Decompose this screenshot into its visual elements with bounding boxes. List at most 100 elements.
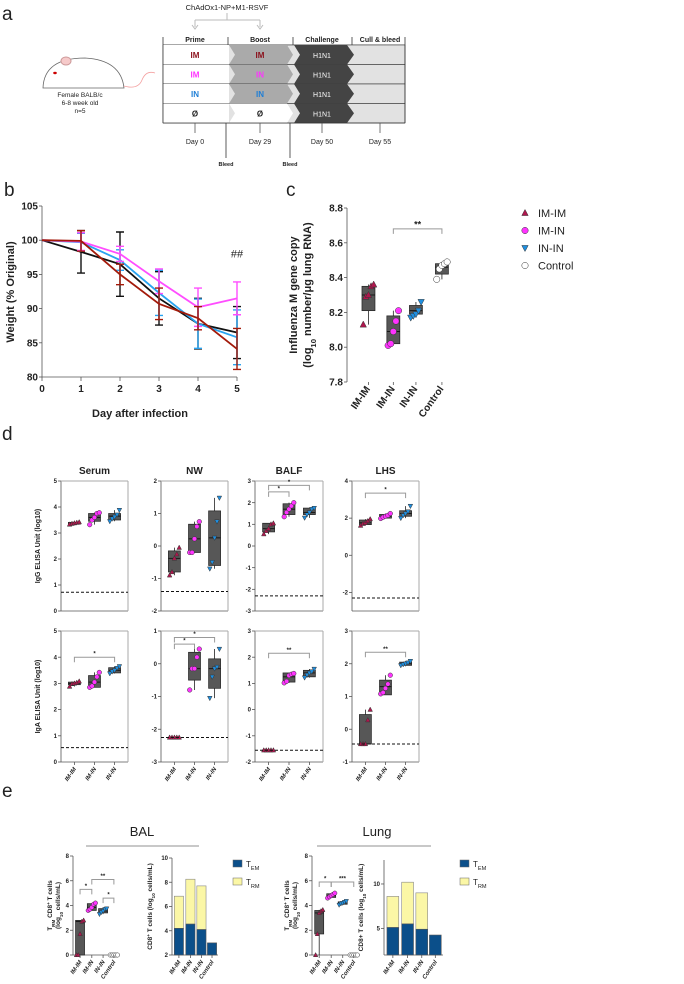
significance-bracket: * [102,893,115,904]
significance-label: * [288,480,291,486]
data-point [417,299,425,307]
y-tick-label: 85 [27,338,39,349]
bracket [73,656,116,663]
text-part: RM [478,884,487,890]
mouse-ear [60,56,72,66]
text-part: (log [55,917,62,929]
y-tick-label: 6 [305,879,309,885]
y-tick-label: 1 [154,629,158,635]
error-bar [116,245,124,263]
y-tick-label: 0 [248,708,252,714]
bracket [268,484,310,491]
error-bar [116,263,124,286]
data-point [407,659,414,665]
x-tick-label: IN-IN [105,766,118,781]
y-tick-label: 2 [345,516,349,522]
x-tick-label: IN-IN [396,766,409,781]
data-point [405,509,411,515]
box-IN-IN [107,508,123,525]
prime-route: IM [191,70,200,79]
y-tick-label: 4 [66,904,70,910]
text-part: EM [251,866,260,872]
y-tick-label: 95 [27,270,39,281]
x-tick-label: IM-IM [169,959,183,976]
box-IN-IN [398,659,414,669]
data-point [359,320,367,328]
legend-item: TRM [459,877,487,890]
bar-trm [185,878,196,925]
text-part: T [246,878,251,887]
bracket [318,881,332,887]
y-tick-label: 1 [248,682,252,688]
text-part: number/μg lung RNA) [302,222,314,339]
y-tick-label: 4 [54,505,58,511]
y-tick-label: 6 [165,905,169,911]
mouse-icon [42,56,156,89]
line [41,239,238,309]
x-tick-label: IM-IN [398,959,412,975]
data-point [214,519,220,525]
significance-bracket: * [79,884,93,895]
bracket [79,888,93,895]
panel-label-d: d [2,424,13,445]
data-point [387,510,393,517]
series-line [41,232,241,366]
data-point [304,672,310,679]
text-part: + [146,934,151,937]
subplot-title: Serum [79,466,110,477]
day-label: Day 55 [369,139,391,146]
y-tick-label: 4 [54,655,58,661]
text-part: CD8 [147,936,154,949]
data-point [214,664,220,671]
y-tick-label: -1 [343,760,349,766]
arrow-icon [191,24,264,30]
box-IM-IN [378,672,393,697]
data-point [521,245,529,253]
data-point [216,646,223,653]
panel-d-iga-nw: -3 -2 -1 0 1 * * IM-IM IM-IN IN-IN [152,629,229,783]
bracket [330,881,355,887]
text-part: T cells [47,880,54,902]
prime-cell [163,103,229,123]
data-point [380,690,386,696]
data-point [443,258,451,266]
significance-label: *** [339,876,347,882]
significance-bracket: * [73,652,116,663]
stacked-bar [185,878,196,956]
stacked-bar [386,896,400,956]
data-point [176,544,182,550]
data-point [194,523,200,530]
panel-b-weight-chart: 80 85 90 95 100 105 0 1 2 3 4 5 ## Day after infectio… [5,202,244,421]
panel-d-igg-serum: 0 1 2 3 4 5 Serum IgG ELISA Unit (log10) [35,466,129,615]
data-point [166,572,173,578]
text-part: 10 [309,339,318,348]
box-IN-IN [398,503,414,522]
series-line [41,229,241,360]
stacked-bar [207,942,217,956]
legend-item: TEM [459,859,487,872]
data-point [389,328,397,335]
data-point [400,513,406,519]
text-part: CD8 [47,905,54,920]
y-tick-label: 0 [66,953,70,959]
challenge-strain: H1N1 [313,53,331,60]
data-point [312,952,319,958]
box-IM-IM [66,519,82,527]
mouse-body [42,57,125,89]
box-IM-IM [312,906,326,958]
phase-header: Challenge [305,37,339,44]
boost-route: IN [256,90,264,99]
x-tick-label: IM-IN [375,384,398,410]
y-tick-label: 5 [54,479,58,485]
error-bar [155,287,163,321]
y-tick-label: 6 [66,879,70,885]
legend-label: IM-IM [538,208,566,220]
x-tick-label: IM-IN [85,766,99,782]
box-IM-IN [87,669,102,690]
series-line [41,229,241,371]
prime-route: IN [191,90,199,99]
stacked-bar [196,885,207,956]
data-point [395,307,402,315]
x-tick-label: IM-IN [279,766,293,782]
